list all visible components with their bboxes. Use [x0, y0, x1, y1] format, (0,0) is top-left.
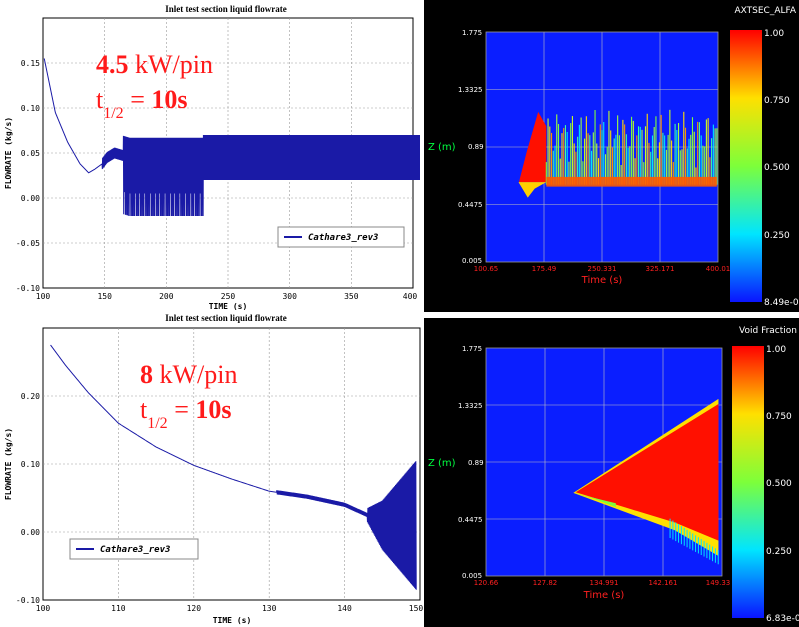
y-tick-label: 0.10: [21, 104, 40, 113]
x-tick-label: 140: [337, 604, 352, 613]
legend-box: [277, 226, 405, 248]
heatmap-frame: [485, 31, 719, 263]
z-tick-label: 0.89: [468, 459, 484, 467]
y-tick-labels: -0.10 -0.05 0.00 0.05 0.10 0.15: [16, 59, 40, 293]
z-tick-label: 1.775: [462, 29, 482, 37]
time-axis-label: Time (s): [583, 590, 625, 601]
x-axis-label: TIME (s): [209, 302, 248, 310]
void-region: [575, 404, 719, 541]
void-band: [546, 176, 717, 187]
heatmap-grid: [486, 348, 722, 576]
x-axis-label: TIME (s): [213, 616, 252, 625]
time-tick-label: 134.991: [590, 579, 619, 587]
colorbar-label: 0.500: [764, 163, 790, 173]
flowrate-chart-bottom: Inlet test section liquid flowrate 100 1…: [0, 312, 424, 627]
time-tick-label: 250.331: [588, 265, 617, 273]
grid: [43, 328, 420, 600]
time-tick-label: 100.65: [474, 265, 499, 273]
time-tick-label: 325.171: [646, 265, 675, 273]
x-tick-label: 400: [403, 292, 418, 301]
x-tick-label: 100: [36, 292, 51, 301]
colorbar-label: 1.00: [764, 29, 784, 39]
z-tick-label: 0.005: [462, 572, 482, 580]
x-tick-label: 300: [282, 292, 297, 301]
chart-title: Inlet test section liquid flowrate: [165, 4, 287, 14]
y-tick-label: 0.10: [21, 460, 40, 469]
x-tick-label: 120: [187, 604, 202, 613]
time-tick-label: 175.49: [532, 265, 557, 273]
void-fraction-field: [518, 109, 718, 198]
z-tick-label: 1.775: [462, 345, 482, 353]
void-region: [518, 111, 547, 183]
x-tick-label: 130: [262, 604, 277, 613]
colorbar-label: 0.500: [766, 479, 792, 489]
x-tick-label: 250: [221, 292, 236, 301]
colorbar: [730, 30, 762, 302]
void-fraction-field: [573, 398, 719, 565]
void-heatmap-top: 1.775 1.3325 0.89 0.4475 0.005 Z (m) 100…: [424, 0, 799, 312]
z-axis-label: Z (m): [428, 142, 456, 153]
legend-label: Cathare3_rev3: [100, 545, 170, 555]
y-tick-label: 0.15: [21, 59, 40, 68]
power-annotation: 8 kW/pin: [140, 360, 238, 389]
half-time-annotation: t1/2 = 10s: [96, 85, 187, 122]
half-time-annotation: t1/2 = 10s: [140, 395, 231, 432]
colorbar-label: 6.83e-06: [766, 614, 799, 624]
colorbar-label: 8.49e-06: [764, 298, 799, 308]
void-region: [518, 182, 547, 198]
series-path: [43, 58, 420, 217]
colorbar-label: 0.250: [764, 231, 790, 241]
x-tick-labels: 100 110 120 130 140 150: [36, 604, 424, 613]
x-tick-label: 110: [111, 604, 126, 613]
colorbar-title: Void Fraction: [739, 326, 797, 336]
y-tick-label: -0.10: [16, 284, 40, 293]
x-tick-label: 350: [344, 292, 359, 301]
legend-label: Cathare3_rev3: [308, 233, 378, 243]
time-tick-label: 120.66: [474, 579, 499, 587]
time-tick-label: 149.33: [706, 579, 731, 587]
x-tick-labels: 100 150 200 250 300 350 400: [36, 292, 418, 301]
y-axis-label: FLOWRATE (kg/s): [4, 117, 13, 189]
z-tick-label: 1.3325: [458, 402, 483, 410]
series-line: [43, 58, 420, 217]
y-tick-label: 0.00: [21, 194, 40, 203]
colorbar: [732, 346, 764, 618]
time-tick-label: 127.82: [533, 579, 558, 587]
flowrate-chart-top: Inlet test section liquid flowrate 100 1…: [0, 0, 420, 310]
series-path: [50, 344, 417, 590]
z-tick-label: 0.89: [468, 143, 484, 151]
z-tick-label: 0.005: [462, 257, 482, 265]
x-tick-label: 150: [409, 604, 424, 613]
chart-title: Inlet test section liquid flowrate: [165, 313, 287, 323]
y-tick-label: 0.00: [21, 528, 40, 537]
y-tick-label: 0.05: [21, 149, 40, 158]
y-tick-label: -0.05: [16, 239, 40, 248]
series-line: [50, 344, 417, 590]
z-tick-label: 1.3325: [458, 86, 483, 94]
colorbar-label: 0.250: [766, 547, 792, 557]
legend: Cathare3_rev3: [277, 226, 405, 248]
colorbar-title: AXTSEC_ALFA: [734, 6, 796, 16]
z-tick-label: 0.4475: [458, 516, 483, 524]
y-tick-labels: -0.10 0.00 0.10 0.20: [16, 392, 40, 605]
colorbar-label: 1.00: [766, 345, 786, 355]
time-tick-label: 400.01: [706, 265, 731, 273]
y-tick-label: 0.20: [21, 392, 40, 401]
colorbar-label: 0.750: [766, 412, 792, 422]
time-axis-label: Time (s): [581, 275, 623, 286]
y-tick-label: -0.10: [16, 596, 40, 605]
z-tick-label: 0.4475: [458, 201, 483, 209]
legend: Cathare3_rev3: [69, 538, 199, 560]
heatmap-frame: [485, 347, 723, 577]
z-axis-label: Z (m): [428, 458, 456, 469]
legend-box: [69, 538, 199, 560]
void-heatmap-bottom: 1.775 1.3325 0.89 0.4475 0.005 Z (m) 120…: [424, 318, 799, 627]
colorbar-label: 0.750: [764, 96, 790, 106]
x-tick-label: 150: [97, 292, 112, 301]
power-annotation: 4.5 kW/pin: [96, 50, 213, 79]
x-tick-label: 100: [36, 604, 51, 613]
time-tick-label: 142.161: [649, 579, 678, 587]
y-axis-label: FLOWRATE (kg/s): [4, 428, 13, 500]
x-tick-label: 200: [159, 292, 174, 301]
